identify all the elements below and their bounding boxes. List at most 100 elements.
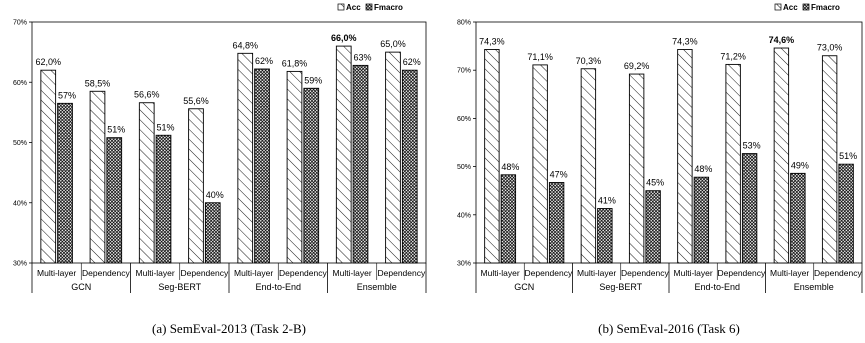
bar-fmacro: [155, 134, 172, 264]
bar-acc: [188, 108, 204, 264]
bar-acc: [237, 52, 254, 264]
data-label-fmacro: 51%: [107, 125, 125, 135]
data-label-fmacro: 45%: [646, 178, 664, 188]
chart-semeval-2016: 30% 40% 50% 60% 70% 80% 74,3% 48% Multi-layer 71,…: [457, 3, 863, 336]
bar-acc: [628, 73, 645, 264]
data-label-fmacro: 62%: [255, 56, 273, 66]
x-tick-label: Dependency: [181, 268, 229, 278]
group-label: Ensemble: [357, 282, 397, 292]
bar-fmacro: [741, 153, 758, 264]
legend-label-acc: Acc: [346, 3, 361, 12]
data-label-acc: 74,3%: [479, 36, 505, 46]
y-tick-label: 70%: [457, 68, 471, 75]
x-tick-label: Dependency: [525, 268, 573, 278]
data-label-acc: 58,5%: [85, 78, 111, 88]
data-label-fmacro: 57%: [58, 90, 76, 100]
x-tick-label: Multi-layer: [481, 268, 520, 278]
legend-swatch-fmacro: [365, 3, 373, 11]
data-label-fmacro: 63%: [354, 52, 372, 62]
legend-swatch-fmacro: [802, 3, 810, 11]
x-tick-label: Multi-layer: [234, 268, 273, 278]
data-label-fmacro: 48%: [694, 164, 712, 174]
data-label-fmacro: 47%: [550, 170, 568, 180]
legend-label-fmacro: Fmacro: [374, 3, 403, 12]
group-label: GCN: [71, 282, 91, 292]
y-tick-label: 40%: [13, 200, 27, 207]
data-label-acc: 56,6%: [134, 90, 160, 100]
data-label-fmacro: 59%: [304, 75, 322, 85]
bar-acc: [484, 49, 500, 264]
y-tick-label: 30%: [13, 261, 27, 268]
bar-acc: [580, 68, 597, 264]
y-tick-label: 40%: [457, 212, 471, 219]
group-label: Ensemble: [794, 282, 834, 292]
bar-fmacro: [548, 182, 565, 264]
x-tick-label: Multi-layer: [37, 268, 76, 278]
data-label-acc: 74,6%: [769, 35, 795, 45]
bar-fmacro: [693, 176, 710, 264]
data-label-fmacro: 51%: [157, 122, 175, 132]
bar-fmacro: [204, 202, 221, 264]
bar-acc: [40, 69, 57, 264]
data-label-acc: 61,8%: [282, 58, 308, 68]
data-label-fmacro: 62%: [403, 57, 421, 67]
bar-acc: [138, 102, 155, 264]
data-label-acc: 69,2%: [624, 61, 650, 71]
x-tick-label: Dependency: [378, 268, 426, 278]
bar-fmacro: [57, 102, 73, 264]
bar-fmacro: [254, 68, 270, 264]
x-tick-label: Multi-layer: [674, 268, 713, 278]
chart-caption: (b) SemEval-2016 (Task 6): [598, 321, 740, 336]
y-tick-label: 80%: [457, 20, 471, 27]
y-tick-label: 70%: [13, 20, 27, 27]
chart-semeval-2013: 30% 40% 50% 60% 70% 62,0% 57% Multi-layer 58,5% 5…: [13, 3, 427, 336]
data-label-acc: 71,1%: [527, 52, 553, 62]
x-tick-label: Dependency: [82, 268, 130, 278]
bar-fmacro: [352, 64, 369, 264]
bar-fmacro: [790, 172, 806, 264]
legend-label-acc: Acc: [783, 3, 798, 12]
data-label-fmacro: 53%: [743, 141, 761, 151]
data-label-acc: 71,2%: [720, 51, 746, 61]
legend-swatch-acc: [774, 3, 782, 11]
legend-label-fmacro: Fmacro: [811, 3, 840, 12]
data-label-fmacro: 51%: [839, 151, 857, 161]
group-label: Seg-BERT: [158, 282, 201, 292]
x-tick-label: Multi-layer: [577, 268, 616, 278]
data-label-fmacro: 40%: [206, 190, 224, 200]
bar-fmacro: [838, 163, 854, 264]
group-label: End-to-End: [694, 282, 740, 292]
bar-acc: [773, 47, 790, 264]
data-label-acc: 73,0%: [817, 43, 843, 53]
x-tick-label: Multi-layer: [136, 268, 175, 278]
bar-fmacro: [597, 208, 613, 264]
bar-acc: [821, 55, 838, 264]
x-tick-label: Dependency: [279, 268, 327, 278]
bar-fmacro: [401, 69, 418, 264]
y-tick-label: 50%: [457, 164, 471, 171]
bar-acc: [335, 45, 352, 264]
y-tick-label: 50%: [13, 140, 27, 147]
group-label: Seg-BERT: [599, 282, 642, 292]
x-tick-label: Dependency: [814, 268, 862, 278]
bar-acc: [286, 70, 303, 264]
data-label-acc: 55,6%: [183, 96, 209, 106]
x-tick-label: Dependency: [621, 268, 669, 278]
data-label-acc: 62,0%: [35, 57, 61, 67]
bar-acc: [385, 51, 401, 264]
bar-acc: [532, 64, 548, 264]
x-tick-label: Multi-layer: [770, 268, 809, 278]
data-label-acc: 70,3%: [576, 56, 602, 66]
data-label-acc: 65,0%: [380, 39, 406, 49]
bar-acc: [677, 49, 693, 264]
bar-acc: [725, 63, 741, 264]
data-label-fmacro: 41%: [598, 196, 616, 206]
data-label-acc: 66,0%: [331, 33, 357, 43]
bar-acc: [89, 90, 106, 264]
x-tick-label: Dependency: [718, 268, 766, 278]
y-tick-label: 60%: [457, 116, 471, 123]
bar-fmacro: [645, 190, 661, 264]
bar-fmacro: [303, 87, 320, 264]
data-label-acc: 64,8%: [232, 40, 258, 50]
